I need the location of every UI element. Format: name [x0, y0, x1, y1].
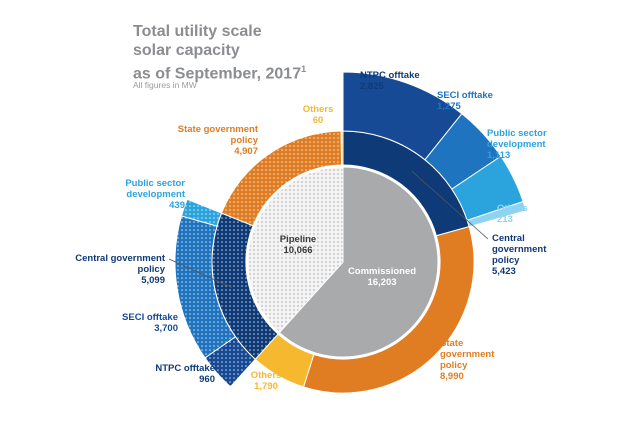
segment-name: NTPC offtake	[155, 363, 215, 374]
segment-label: Pipeline 10,066	[262, 234, 334, 256]
segment-label: Public sector development 439	[110, 178, 185, 211]
segment-name: Central government policy	[75, 253, 165, 275]
segment-label: State government policy 4,907	[150, 124, 258, 157]
segment-value: 2,825	[360, 81, 384, 92]
segment-name: State government policy	[440, 338, 495, 371]
footnote-marker: 1	[301, 64, 307, 74]
segment-label: Others 60	[300, 104, 336, 126]
subtitle: All figures in MW	[133, 80, 197, 90]
segment-label: SECI offtake 3,700	[98, 312, 178, 334]
segment-value: 4,907	[234, 146, 258, 157]
segment-label: SECI offtake 1,275	[437, 90, 507, 112]
segment-value: 3,700	[154, 323, 178, 334]
segment-name: SECI offtake	[122, 312, 178, 323]
segment-label: Others 1,790	[244, 370, 288, 392]
segment-label: NTPC offtake 2,825	[360, 70, 440, 92]
segment-value: 10,066	[283, 245, 313, 256]
pattern-overlay	[212, 213, 279, 360]
segment-label: Central government policy 5,423	[492, 233, 554, 277]
segment-name: Others	[497, 203, 528, 214]
segment-name: Central government policy	[492, 233, 547, 266]
leader-line	[168, 258, 233, 289]
segment-name: Others	[302, 104, 334, 115]
segment-value: 8,990	[440, 371, 464, 382]
segment-name: Pipeline	[279, 234, 317, 245]
segment-value: 213	[497, 214, 513, 225]
segment-name: SECI offtake	[437, 90, 493, 101]
pattern-overlay	[181, 199, 222, 227]
inner-sector	[247, 166, 344, 334]
segment-name: State government policy	[177, 124, 258, 146]
segment-name: Commissioned	[347, 266, 417, 277]
segment-label: Commissioned 16,203	[342, 266, 422, 288]
segment-name: Public sector development	[487, 128, 547, 150]
title: Total utility scale solar capacity as of S…	[133, 22, 306, 83]
inner-sector	[278, 166, 439, 358]
title-line: Total utility scale	[133, 23, 262, 40]
pattern-overlay	[221, 131, 342, 226]
segment-value: 1,113	[487, 150, 511, 161]
segment-name: NTPC offtake	[360, 70, 420, 81]
pattern-overlay	[341, 131, 343, 166]
sunburst	[174, 71, 527, 394]
segment-value: 60	[312, 115, 324, 126]
segment-label: State government policy 8,990	[440, 338, 502, 382]
pattern-overlay	[175, 215, 236, 358]
segment-label: Central government policy 5,099	[62, 253, 165, 286]
segment-value: 1,790	[254, 381, 278, 392]
title-lines: Total utility scale solar capacity as of S…	[133, 22, 306, 83]
segment-value: 5,423	[492, 266, 516, 277]
segment-label: Others 213	[497, 203, 537, 225]
segment-label: Public sector development 1,113	[487, 128, 559, 161]
segment-value: 960	[199, 374, 215, 385]
segment-value: 16,203	[367, 277, 397, 288]
segment-name: Public sector development	[125, 178, 185, 200]
title-line: solar capacity	[133, 42, 240, 59]
segment-value: 439	[169, 200, 185, 211]
segment-value: 1,275	[437, 101, 461, 112]
segment-label: NTPC offtake 960	[135, 363, 215, 385]
title-line: as of September, 20171	[133, 64, 307, 83]
leader-lines	[168, 170, 489, 289]
segment-name: Others	[250, 370, 282, 381]
leader-line	[411, 170, 489, 240]
segment-value: 5,099	[141, 275, 165, 286]
